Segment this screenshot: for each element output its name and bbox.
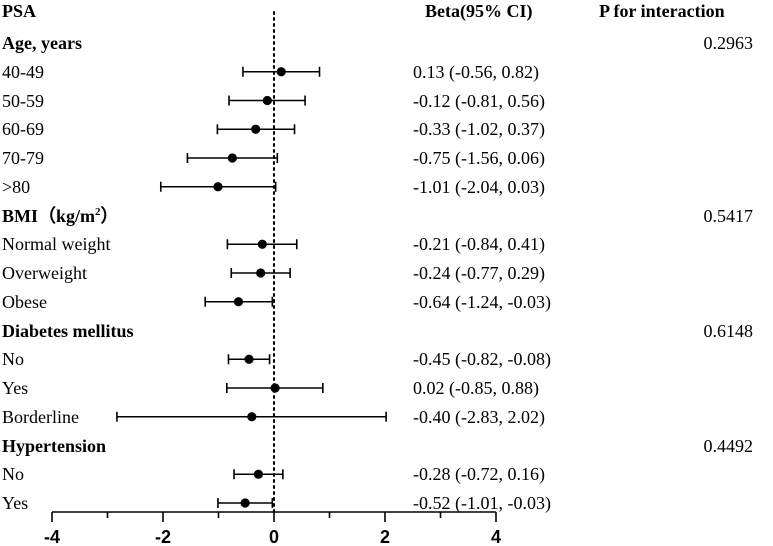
point-estimate [262,95,272,106]
point-estimate [270,383,280,393]
beta-ci-header: Beta(95% CI) [425,1,533,21]
x-tick-label: 0 [269,527,279,546]
p-interaction-value: 0.4492 [703,436,754,456]
beta-ci-value: -0.24 (-0.77, 0.29) [413,263,545,283]
beta-ci-value: -0.28 (-0.72, 0.16) [413,464,545,484]
row-label: Overweight [2,263,87,283]
point-estimate [251,124,261,134]
beta-ci-value: -1.01 (-2.04, 0.03) [413,177,545,197]
beta-ci-value: -0.12 (-0.81, 0.56) [413,91,545,111]
outcome-header: PSA [2,1,37,21]
row-label: No [2,464,24,484]
row-label: >80 [2,177,31,197]
beta-ci-value: 0.02 (-0.85, 0.88) [413,378,539,398]
row-label: 60-69 [2,119,44,139]
point-estimate [247,412,257,422]
point-estimate [256,268,266,278]
row-label: 40-49 [2,62,44,82]
beta-ci-value: 0.13 (-0.56, 0.82) [413,62,539,82]
group-label: BMI（kg/m2） [2,206,119,226]
row-label: 70-79 [2,148,44,168]
point-estimate [276,67,286,77]
x-tick-label: 2 [380,527,390,546]
group-label: Hypertension [2,436,107,456]
point-estimate [213,182,223,192]
x-tick-label: -4 [44,527,60,546]
row-label: Borderline [2,407,79,427]
point-estimate [257,239,267,249]
x-tick-label: -2 [155,527,171,546]
point-estimate [240,498,250,508]
p-interaction-value: 0.2963 [703,33,754,53]
beta-ci-value: -0.64 (-1.24, -0.03) [413,292,551,312]
group-label: Diabetes mellitus [2,321,134,341]
point-estimate [227,153,237,163]
beta-ci-value: -0.40 (-2.83, 2.02) [413,407,545,427]
group-label: Age, years [2,33,82,53]
point-estimate [233,297,244,307]
point-estimate [244,354,254,364]
row-label: Obese [2,292,47,312]
row-label: Yes [2,493,29,513]
row-label: Yes [2,378,29,398]
point-estimate [253,469,264,479]
row-label: No [2,349,24,369]
p-interaction-header: P for interaction [599,1,725,21]
beta-ci-value: -0.52 (-1.01, -0.03) [413,493,551,513]
row-label: Normal weight [2,234,111,254]
beta-ci-value: -0.21 (-0.84, 0.41) [413,234,545,254]
p-interaction-value: 0.6148 [703,321,754,341]
p-interaction-value: 0.5417 [703,206,754,226]
beta-ci-value: -0.75 (-1.56, 0.06) [413,148,545,168]
beta-ci-value: -0.45 (-0.82, -0.08) [413,349,551,369]
beta-ci-value: -0.33 (-1.02, 0.37) [413,119,545,139]
row-label: 50-59 [2,91,44,111]
x-tick-label: 4 [491,527,501,546]
